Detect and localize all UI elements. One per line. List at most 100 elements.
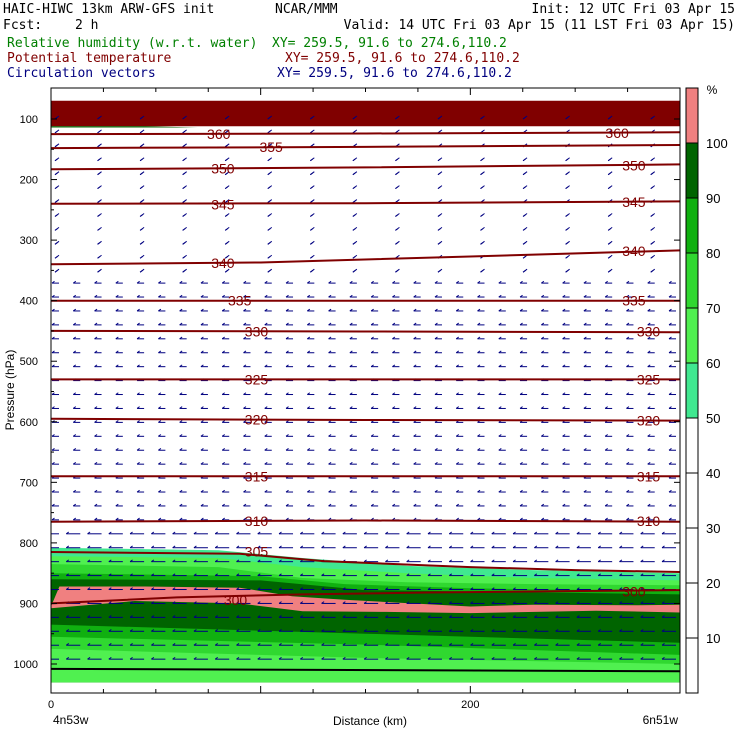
vector-arrowhead bbox=[477, 392, 481, 395]
vector-arrowhead bbox=[221, 392, 225, 395]
vector-arrowhead bbox=[522, 269, 526, 273]
vector-arrowhead bbox=[562, 350, 566, 354]
vector-arrowhead bbox=[182, 172, 186, 176]
vector-arrowhead bbox=[158, 336, 162, 340]
colorbar-frame bbox=[685, 87, 699, 694]
vector-arrowhead bbox=[562, 503, 566, 507]
vector-arrowhead bbox=[97, 158, 101, 162]
vector-arrowhead bbox=[65, 545, 70, 549]
vector-arrowhead bbox=[179, 420, 183, 423]
vector-arrowhead bbox=[307, 420, 311, 423]
vector-arrowhead bbox=[94, 322, 98, 326]
vector-arrowhead bbox=[583, 503, 587, 507]
colorbar-band bbox=[686, 308, 698, 363]
vector-arrowhead bbox=[278, 629, 282, 632]
vector-arrowhead bbox=[87, 615, 91, 618]
vector-arrowhead bbox=[647, 406, 651, 409]
vector-arrowhead bbox=[200, 280, 204, 284]
vector-arrowhead bbox=[522, 158, 526, 162]
vector-arrowhead bbox=[224, 256, 228, 259]
vector-arrowhead bbox=[264, 280, 268, 284]
vector-arrowhead bbox=[640, 629, 644, 632]
vector-arrowhead bbox=[65, 531, 70, 535]
vector-arrowhead bbox=[94, 517, 98, 521]
vector-arrowhead bbox=[278, 531, 282, 535]
rh-region-10 bbox=[51, 126, 198, 128]
vector-arrowhead bbox=[413, 489, 417, 493]
vector-arrowhead bbox=[477, 280, 481, 284]
vector-arrowhead bbox=[285, 489, 289, 493]
vector-arrowhead bbox=[321, 545, 325, 549]
vector-arrowhead bbox=[498, 448, 502, 451]
vector-arrowhead bbox=[179, 489, 183, 493]
vector-arrowhead bbox=[172, 656, 176, 660]
vector-arrowhead bbox=[136, 308, 140, 312]
vector-arrowhead bbox=[179, 503, 183, 507]
vector-arrowhead bbox=[129, 573, 133, 576]
vector-arrowhead bbox=[522, 214, 526, 217]
rh-colorbar: 10 20 30 40 50 60 70 80 90 100 bbox=[685, 87, 728, 694]
vector-arrowhead bbox=[626, 392, 630, 395]
vector-arrowhead bbox=[650, 158, 654, 162]
vector-arrowhead bbox=[576, 615, 580, 618]
field-vector-xy: XY= 259.5, 91.6 to 274.6,110.2 bbox=[277, 66, 512, 81]
vector-arrowhead bbox=[328, 406, 332, 409]
vector-arrowhead bbox=[650, 116, 654, 120]
vector-arrowhead bbox=[491, 656, 495, 660]
theta-label: 325 bbox=[637, 371, 661, 387]
vector-arrowhead bbox=[661, 601, 665, 604]
colorbar-band bbox=[686, 88, 698, 143]
vector-arrowhead bbox=[498, 517, 502, 521]
vector-arrowhead bbox=[512, 587, 516, 590]
vector-arrowhead bbox=[307, 503, 311, 507]
vector-arrowhead bbox=[392, 392, 396, 395]
vector-arrowhead bbox=[534, 615, 538, 618]
vector-arrowhead bbox=[519, 392, 523, 395]
vector-arrowhead bbox=[158, 489, 162, 493]
vector-arrowhead bbox=[94, 308, 98, 312]
vector-arrowhead bbox=[565, 116, 569, 120]
vector-arrowhead bbox=[565, 242, 569, 245]
vector-arrowhead bbox=[94, 294, 98, 298]
vector-arrowhead bbox=[264, 308, 268, 312]
vector-arrowhead bbox=[328, 517, 332, 521]
vector-arrowhead bbox=[182, 158, 186, 162]
colorbar-tick-label: 30 bbox=[706, 521, 720, 536]
vector-arrowhead bbox=[172, 545, 176, 549]
vector-arrowhead bbox=[115, 434, 119, 437]
vector-arrowhead bbox=[604, 448, 608, 451]
vector-arrowhead bbox=[243, 406, 247, 409]
vector-arrowhead bbox=[321, 629, 325, 632]
vector-arrowhead bbox=[310, 158, 314, 162]
field-rh-name: Relative humidity (w.r.t. water) bbox=[7, 36, 258, 51]
vector-arrowhead bbox=[257, 629, 261, 632]
vector-arrowhead bbox=[437, 228, 441, 231]
vector-arrowhead bbox=[236, 656, 240, 660]
vector-arrowhead bbox=[427, 573, 431, 576]
vector-arrowhead bbox=[434, 280, 438, 284]
vector-arrowhead bbox=[151, 531, 155, 535]
vector-arrowhead bbox=[94, 420, 98, 423]
vector-arrowhead bbox=[607, 228, 611, 231]
vector-arrowhead bbox=[214, 615, 218, 618]
vector-arrowhead bbox=[349, 461, 353, 465]
vector-arrowhead bbox=[562, 364, 566, 368]
vector-arrowhead bbox=[45, 630, 48, 632]
vector-arrowhead bbox=[87, 656, 91, 660]
vector-arrowhead bbox=[307, 448, 311, 451]
vector-arrowhead bbox=[349, 308, 353, 312]
vector-arrowhead bbox=[583, 308, 587, 312]
vector-arrowhead bbox=[54, 144, 58, 148]
theta-label: 320 bbox=[245, 411, 269, 427]
vector-arrowhead bbox=[307, 308, 311, 312]
vector-arrowhead bbox=[413, 503, 417, 507]
y-tick-label: 700 bbox=[20, 477, 38, 489]
colorbar-band bbox=[686, 143, 698, 198]
vector-arrowhead bbox=[604, 517, 608, 521]
vector-arrowhead bbox=[87, 559, 91, 563]
vector-arrowhead bbox=[136, 322, 140, 326]
vector-arrowhead bbox=[370, 406, 374, 409]
vector-arrowhead bbox=[179, 434, 183, 437]
vector-arrowhead bbox=[179, 294, 183, 298]
vector-arrowhead bbox=[221, 406, 225, 409]
